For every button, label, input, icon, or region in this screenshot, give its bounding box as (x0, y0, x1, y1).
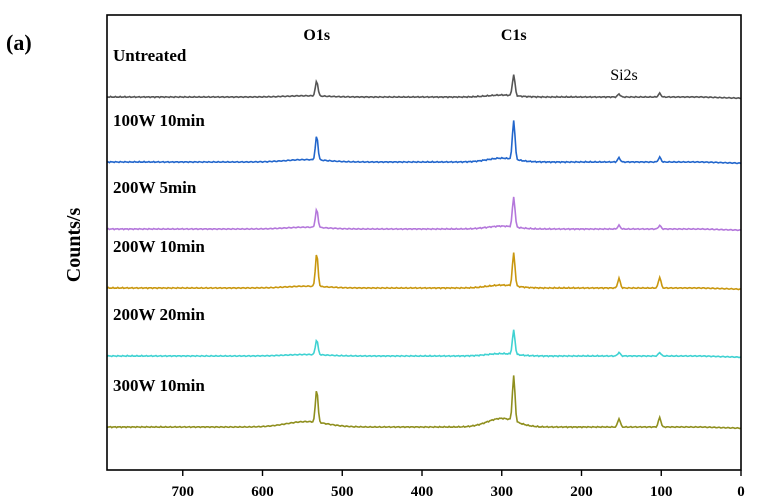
x-tick-label: 600 (251, 484, 274, 500)
x-tick-label: 500 (331, 484, 354, 500)
series-line (107, 74, 742, 100)
y-axis-label: Counts/s (63, 208, 85, 283)
peak-label: O1s (303, 27, 330, 44)
peak-label: Si2s (610, 67, 638, 84)
series-label: 200W 20min (113, 305, 205, 324)
x-tick-label: 0 (737, 484, 745, 500)
series-line (106, 196, 742, 232)
peak-label: C1s (501, 27, 527, 44)
series-layer (106, 74, 742, 430)
series-label: 100W 10min (113, 111, 205, 130)
x-tick-label: 300 (491, 484, 514, 500)
labels-layer: 300W 10min 200W 20min 200W 10min 200W 5min 1… (113, 27, 638, 395)
plot-frame (106, 14, 742, 471)
x-tick-label: 200 (570, 484, 593, 500)
series-line (107, 120, 742, 165)
series-label: 200W 10min (113, 237, 205, 256)
panel-label: (a) (6, 30, 32, 55)
x-axis: 700 600 500 400 300 200 100 0 (172, 470, 745, 500)
series-line (106, 375, 742, 430)
series-line (106, 252, 742, 291)
series-line (106, 329, 742, 359)
x-tick-label: 700 (172, 484, 195, 500)
series-label: 300W 10min (113, 376, 205, 395)
x-tick-label: 100 (650, 484, 673, 500)
series-label: 200W 5min (113, 178, 197, 197)
series-label: Untreated (113, 46, 187, 65)
x-tick-label: 400 (411, 484, 434, 500)
